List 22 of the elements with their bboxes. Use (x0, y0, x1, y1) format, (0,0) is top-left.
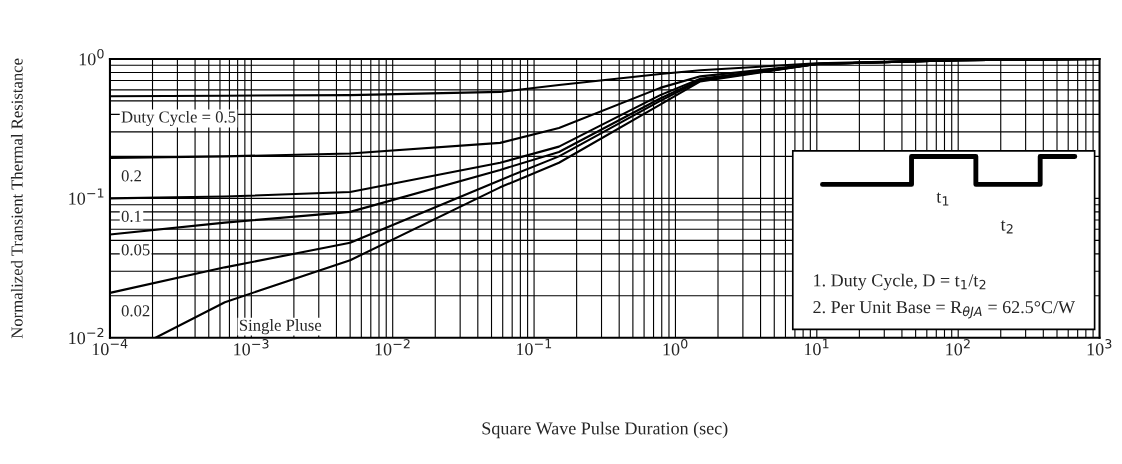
x-tick-label: 10$^{−2}$ (375, 338, 410, 356)
x-axis-title: Square Wave Pulse Duration (sec) (482, 421, 728, 439)
y-tick-label: 10$^{0}$ (79, 48, 104, 66)
y-axis-title: Normalized Transient Thermal Resistance (10, 58, 23, 339)
x-tick-label: 10$^{−4}$ (92, 338, 128, 356)
x-tick-label: 10$^{−1}$ (516, 338, 552, 356)
x-tick-label: 10$^{1}$ (804, 338, 829, 356)
annotation: 2. Per Unit Base = R$_{θJA}$ = 62.5°C/W (813, 301, 1076, 319)
annotation: 1. Duty Cycle, D = t$_{1}$/t$_{2}$ (814, 273, 986, 291)
annotation: t$_{1}$ (936, 192, 949, 206)
x-tick-label: 10$^{2}$ (946, 338, 970, 356)
series-label: 0.05 (121, 244, 150, 256)
x-tick-label: 10$^{3}$ (1087, 338, 1112, 356)
x-tick-label: 10$^{−3}$ (234, 338, 269, 356)
annotation: t$_{2}$ (1000, 220, 1013, 234)
series-label: 0.1 (121, 210, 141, 223)
series-label: Single Pluse (239, 319, 322, 335)
x-tick-label: 10$^{0}$ (663, 338, 688, 356)
series-label: 0.02 (121, 305, 150, 317)
series-label: Duty Cycle = 0.5 (121, 110, 236, 127)
y-tick-label: 10$^{−1}$ (69, 188, 104, 205)
series-label: 0.2 (121, 170, 141, 182)
